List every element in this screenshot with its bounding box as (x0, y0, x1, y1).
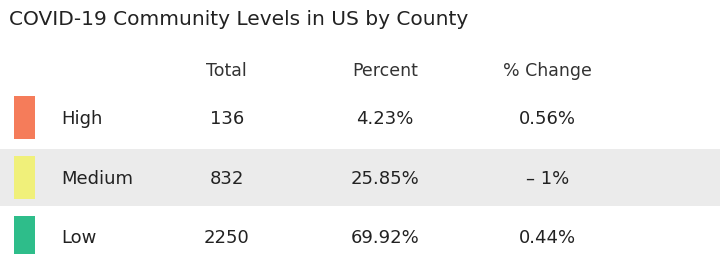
Text: Low: Low (61, 229, 96, 246)
Text: Medium: Medium (61, 169, 133, 187)
FancyBboxPatch shape (14, 97, 35, 140)
Text: Percent: Percent (352, 62, 418, 80)
Text: Total: Total (207, 62, 247, 80)
Text: High: High (61, 109, 102, 127)
FancyBboxPatch shape (14, 216, 35, 254)
Text: 4.23%: 4.23% (356, 109, 414, 127)
Text: 2250: 2250 (204, 229, 250, 246)
Text: 832: 832 (210, 169, 244, 187)
Text: 0.56%: 0.56% (518, 109, 576, 127)
Text: 25.85%: 25.85% (351, 169, 420, 187)
Text: 69.92%: 69.92% (351, 229, 420, 246)
Text: COVID-19 Community Levels in US by County: COVID-19 Community Levels in US by Count… (9, 10, 469, 29)
FancyBboxPatch shape (0, 149, 720, 206)
Text: % Change: % Change (503, 62, 592, 80)
Text: 136: 136 (210, 109, 244, 127)
Text: – 1%: – 1% (526, 169, 569, 187)
FancyBboxPatch shape (14, 156, 35, 199)
Text: 0.44%: 0.44% (518, 229, 576, 246)
